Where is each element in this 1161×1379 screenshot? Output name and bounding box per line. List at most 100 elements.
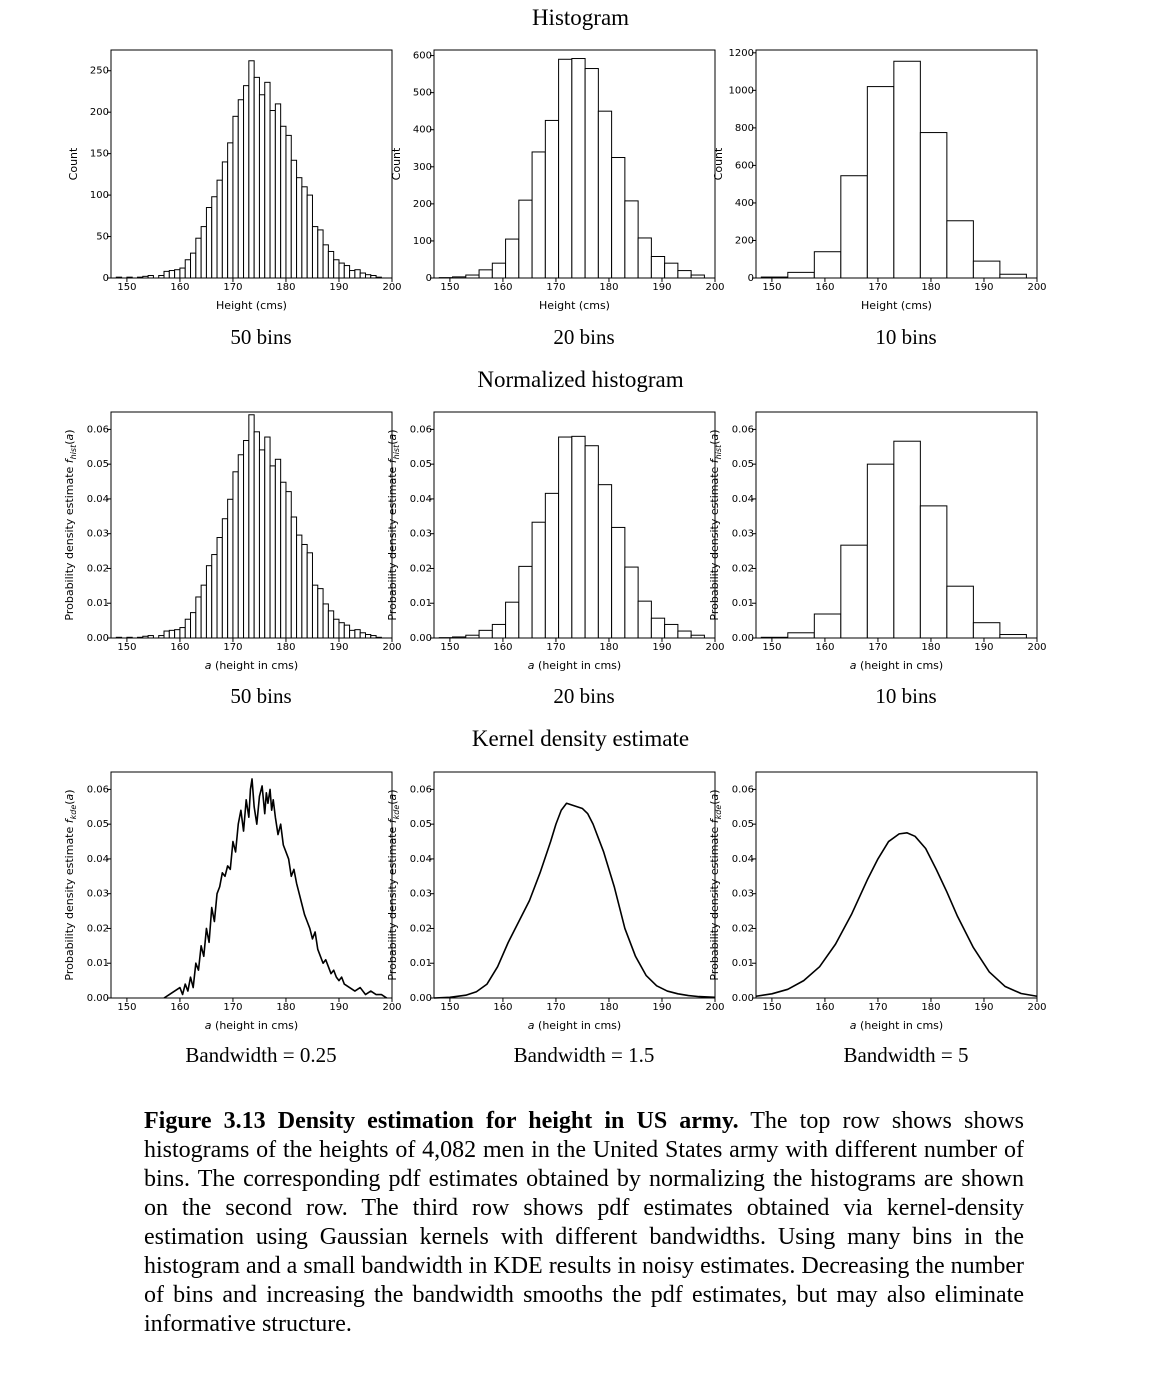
histogram-bar [258, 449, 266, 639]
histogram-bar [274, 103, 282, 279]
histogram-bar [322, 603, 329, 639]
subcaption-r3c2: Bandwidth = 1.5 [513, 1043, 655, 1067]
y-tick-label: 100 [413, 236, 432, 247]
y-tick-label: 400 [413, 125, 432, 136]
histogram-bar [168, 270, 176, 279]
histogram-bar [274, 458, 282, 639]
histogram-bar [216, 179, 223, 279]
y-tick-label: 0.03 [732, 529, 754, 540]
chart-panel-r2c1: 150 160 170 180 190 200 0.00 0.01 0.02 0.03 0.04 0.… [59, 408, 404, 678]
plot-frame [110, 49, 393, 279]
y-tick-label: 0.00 [732, 633, 754, 644]
histogram-bar [264, 81, 271, 279]
y-tick-label: 300 [413, 162, 432, 173]
histogram-bar [227, 498, 234, 639]
y-tick-label: 0.05 [732, 459, 754, 470]
y-tick-label: 600 [735, 160, 754, 171]
histogram-bar [296, 534, 303, 639]
histogram-bar [205, 565, 213, 639]
histogram-bar [624, 200, 639, 279]
histogram-bar [893, 440, 921, 639]
histogram-bar [338, 622, 345, 639]
chart-svg-r3c2: 150 160 170 180 190 200 0.00 0.01 0.02 0.03 0.04 0.… [386, 771, 725, 1032]
histogram-bar [296, 177, 303, 279]
x-tick-label: 180 [599, 282, 618, 293]
histogram-bar [571, 435, 586, 639]
x-axis-label: a (height in cms) [528, 659, 621, 672]
x-tick-label: 190 [974, 642, 993, 653]
y-tick-label: 0.04 [410, 494, 432, 505]
histogram-bar [544, 119, 560, 279]
y-tick-label: 0.04 [732, 854, 754, 865]
histogram-bar [221, 518, 229, 639]
x-tick-label: 180 [276, 1002, 295, 1013]
histogram-bar [787, 632, 815, 639]
histogram-bar [478, 269, 493, 279]
histogram-bar [301, 186, 308, 279]
section-title-histogram: Histogram [531, 5, 630, 30]
x-tick-label: 200 [382, 1002, 401, 1013]
y-tick-label: 0 [103, 273, 109, 284]
plot-frame [755, 49, 1038, 279]
y-axis-label: Probability density estimate fhist(a) [386, 429, 401, 620]
histogram-bar [349, 629, 356, 639]
subcaption-r2c1: 50 bins [230, 684, 292, 708]
chart-svg-r2c2: 150 160 170 180 190 200 0.00 0.01 0.02 0.03 0.04 0.… [386, 411, 725, 672]
subcaption-r1c2: 20 bins [553, 325, 615, 349]
histogram-bar [174, 269, 181, 279]
histogram-bar [637, 237, 652, 279]
histogram-bar [359, 272, 366, 279]
histogram-bar [364, 634, 372, 639]
chart-panel-r2c3: 150 160 170 180 190 200 0.00 0.01 0.02 0.03 0.04 0.… [704, 408, 1049, 678]
histogram-bar [327, 250, 335, 279]
y-tick-label: 0.03 [732, 889, 754, 900]
chart-svg-r2c1: 150 160 170 180 190 200 0.00 0.01 0.02 0.03 0.04 0.… [63, 411, 402, 672]
x-tick-label: 180 [921, 1002, 940, 1013]
y-tick-label: 0.05 [87, 459, 109, 470]
histogram-bar [184, 259, 192, 279]
kde-curve [755, 832, 1038, 998]
x-tick-label: 170 [223, 642, 242, 653]
x-axis-label: a (height in cms) [850, 659, 943, 672]
section-title-normalized-histogram: Normalized histogram [477, 367, 684, 392]
histogram-bar [919, 505, 948, 639]
histogram-bar [840, 175, 868, 279]
histogram-bar [232, 471, 239, 639]
chart-svg-r1c1: 150 160 170 180 190 200 0 50 100 150 200 250 Height … [67, 49, 402, 312]
x-axis-label: a (height in cms) [528, 1019, 621, 1032]
x-tick-label: 170 [546, 642, 565, 653]
histogram-bar [571, 58, 586, 279]
histogram-bar [243, 440, 250, 639]
histogram-bar [584, 68, 599, 279]
histogram-bar [179, 267, 186, 279]
y-axis-label: Count [67, 147, 80, 180]
x-tick-label: 200 [705, 1002, 724, 1013]
histogram-bar [163, 270, 170, 279]
histogram-bar [338, 262, 345, 279]
y-tick-label: 0.04 [732, 494, 754, 505]
y-tick-label: 0.03 [410, 889, 432, 900]
histogram-bar [505, 601, 520, 639]
subcaption-r2c2: 20 bins [553, 684, 615, 708]
histogram-bar [840, 544, 868, 639]
histogram-bar [637, 600, 652, 639]
y-axis-label: Probability density estimate fhist(a) [63, 429, 78, 620]
subcaption-r3c1: Bandwidth = 0.25 [185, 1043, 337, 1067]
x-tick-label: 190 [652, 642, 671, 653]
histogram-bar [221, 161, 229, 279]
histogram-bar [677, 270, 692, 279]
histogram-bar [531, 151, 546, 279]
y-tick-label: 0.06 [732, 784, 754, 795]
y-axis-label: Count [712, 147, 725, 180]
x-tick-label: 150 [440, 282, 459, 293]
x-tick-label: 160 [493, 642, 512, 653]
histogram-bar [664, 262, 679, 279]
histogram-bar [190, 252, 197, 279]
histogram-bar [253, 431, 260, 639]
x-tick-label: 160 [170, 1002, 189, 1013]
histogram-bar [343, 265, 351, 279]
figure-caption-text: The top row shows shows histograms of th… [144, 1108, 1025, 1337]
x-tick-label: 190 [974, 282, 993, 293]
histogram-bar [237, 454, 245, 639]
x-tick-label: 180 [599, 642, 618, 653]
